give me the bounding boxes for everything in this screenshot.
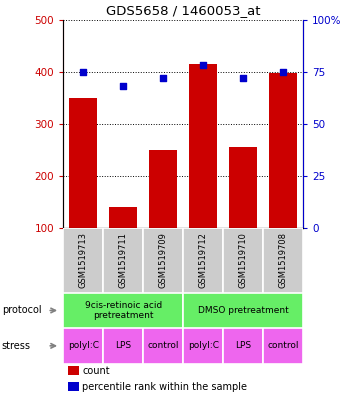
Text: polyI:C: polyI:C xyxy=(188,342,219,350)
Bar xyxy=(69,98,97,228)
Text: DMSO pretreatment: DMSO pretreatment xyxy=(198,306,288,315)
Text: GSM1519710: GSM1519710 xyxy=(239,232,248,288)
Title: GDS5658 / 1460053_at: GDS5658 / 1460053_at xyxy=(106,4,260,17)
Bar xyxy=(263,328,303,364)
Text: GSM1519711: GSM1519711 xyxy=(119,232,128,288)
Bar xyxy=(103,328,143,364)
Text: GSM1519708: GSM1519708 xyxy=(279,232,288,288)
Bar xyxy=(183,293,303,328)
Text: GSM1519709: GSM1519709 xyxy=(159,232,168,288)
Text: LPS: LPS xyxy=(235,342,251,350)
Bar xyxy=(223,328,263,364)
Text: polyI:C: polyI:C xyxy=(68,342,99,350)
Bar xyxy=(63,228,103,293)
Text: 9cis-retinoic acid
pretreatment: 9cis-retinoic acid pretreatment xyxy=(84,301,162,320)
Bar xyxy=(229,147,257,228)
Bar xyxy=(103,228,143,293)
Bar xyxy=(109,207,137,228)
Text: stress: stress xyxy=(2,341,31,351)
Bar xyxy=(143,228,183,293)
Text: control: control xyxy=(147,342,179,350)
Text: GSM1519713: GSM1519713 xyxy=(79,232,88,288)
Bar xyxy=(68,366,79,375)
Text: count: count xyxy=(82,365,110,376)
Bar xyxy=(149,150,177,228)
Point xyxy=(280,68,286,75)
Text: LPS: LPS xyxy=(115,342,131,350)
Bar xyxy=(269,73,297,228)
Bar xyxy=(63,328,103,364)
Text: percentile rank within the sample: percentile rank within the sample xyxy=(82,382,247,391)
Bar xyxy=(63,293,183,328)
Point xyxy=(200,62,206,69)
Text: control: control xyxy=(268,342,299,350)
Point xyxy=(120,83,126,90)
Bar xyxy=(263,228,303,293)
Point xyxy=(160,75,166,81)
Bar xyxy=(68,382,79,391)
Bar xyxy=(223,228,263,293)
Point xyxy=(80,68,86,75)
Point xyxy=(240,75,246,81)
Text: protocol: protocol xyxy=(2,305,42,316)
Bar xyxy=(189,64,217,228)
Text: GSM1519712: GSM1519712 xyxy=(199,232,208,288)
Bar xyxy=(183,328,223,364)
Bar xyxy=(143,328,183,364)
Bar xyxy=(183,228,223,293)
